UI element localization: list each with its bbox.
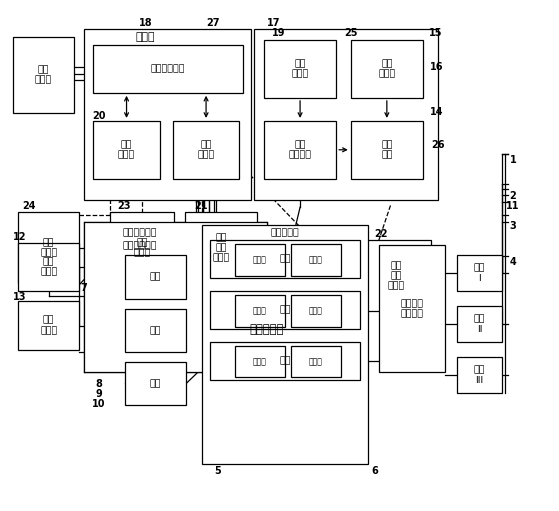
Bar [235,346,285,378]
Text: 温度
传感器: 温度 传感器 [40,238,57,258]
Text: 15: 15 [429,28,442,38]
Text: 水泵: 水泵 [150,272,161,282]
Text: 加热器: 加热器 [253,307,267,315]
Text: 27: 27 [206,18,220,28]
Text: 水泵、油泵和: 水泵、油泵和 [122,228,157,237]
Text: 1: 1 [510,155,517,165]
Bar [125,256,186,299]
Text: 13: 13 [13,292,26,302]
Text: 阀门
III: 阀门 III [474,365,485,385]
Text: 旋转
编码器: 旋转 编码器 [291,59,309,78]
Text: 压力
调节器: 压力 调节器 [40,316,57,335]
Text: 7: 7 [80,283,87,292]
Text: 22: 22 [374,229,387,239]
Bar [110,212,174,284]
Text: 多介质容器: 多介质容器 [271,228,300,237]
Text: 11: 11 [506,201,520,211]
Bar [93,121,160,179]
Text: 阀后
压力
传感器: 阀后 压力 传感器 [388,261,405,291]
Bar [125,362,186,405]
Text: 8: 8 [95,379,102,388]
Text: 流量
调节器: 流量 调节器 [40,257,57,276]
Text: 12: 12 [13,231,26,242]
Text: 软件控制系统: 软件控制系统 [151,64,186,73]
Bar [18,243,79,291]
Text: 9: 9 [96,389,102,399]
Text: 风箱: 风箱 [280,357,291,365]
Text: 制冷器: 制冷器 [309,256,323,265]
Bar [202,225,368,464]
Text: 阀门
II: 阀门 II [474,314,485,334]
Text: 16: 16 [430,62,443,73]
Text: 流量
传感器: 流量 传感器 [133,238,150,258]
Bar [185,212,257,284]
Text: 20: 20 [92,111,106,121]
Text: 制冷器: 制冷器 [309,357,323,366]
Bar [264,39,336,98]
Text: 水箱: 水箱 [280,255,291,264]
Bar [18,212,79,284]
Text: 油箱: 油箱 [280,306,291,315]
Text: 风机: 风机 [150,379,161,388]
Text: 阀杆
驱动机构: 阀杆 驱动机构 [288,141,311,160]
Text: 23: 23 [117,201,130,211]
Bar [185,294,349,365]
Text: 伺服
电机: 伺服 电机 [381,141,392,160]
Text: 5: 5 [214,467,221,476]
Bar [84,222,267,373]
Bar [12,37,74,113]
Text: 加热器: 加热器 [253,357,267,366]
Text: 14: 14 [430,107,443,117]
Text: 6: 6 [372,467,378,476]
Text: 25: 25 [344,28,357,38]
Bar [378,245,446,373]
Text: 加热器: 加热器 [253,256,267,265]
Bar [350,121,423,179]
Text: 26: 26 [432,140,445,150]
Bar [457,306,502,342]
Bar [18,301,79,350]
Text: 伺服
驱动器: 伺服 驱动器 [378,59,395,78]
Bar [362,240,432,311]
Text: 触摸
显示器: 触摸 显示器 [35,65,52,85]
Text: 24: 24 [22,201,36,211]
Bar [93,44,243,93]
Bar [457,256,502,291]
Bar [125,309,186,352]
Bar [264,121,336,179]
Text: 21: 21 [194,201,207,211]
Bar [173,121,239,179]
Text: 风机驱动单元: 风机驱动单元 [122,241,157,250]
Text: 工控机: 工控机 [135,32,155,42]
Text: 18: 18 [139,18,153,28]
Text: 3: 3 [510,221,517,231]
Bar [457,357,502,393]
Text: 测试介质
切换阀门: 测试介质 切换阀门 [400,299,423,318]
Text: 阀门
I: 阀门 I [474,264,485,283]
Bar [235,295,285,327]
Text: 阀前
压力
传感器: 阀前 压力 传感器 [212,233,230,263]
Bar [210,240,360,278]
Text: 油泵: 油泵 [150,326,161,335]
Text: 运动
控制卡: 运动 控制卡 [197,141,215,160]
Text: 待测试球阀: 待测试球阀 [250,322,284,336]
Bar [254,29,438,200]
Text: 10: 10 [92,399,106,409]
Bar [291,244,340,276]
Text: 19: 19 [272,28,285,38]
Bar [291,346,340,378]
Bar [291,295,340,327]
Bar [210,342,360,380]
Bar [235,244,285,276]
Text: 4: 4 [510,257,517,267]
Text: 2: 2 [510,191,517,200]
Bar [84,29,250,200]
Text: 17: 17 [267,18,281,28]
Bar [350,39,423,98]
Text: 数据
采集卡: 数据 采集卡 [118,141,135,160]
Bar [210,291,360,329]
Text: 制冷器: 制冷器 [309,307,323,315]
